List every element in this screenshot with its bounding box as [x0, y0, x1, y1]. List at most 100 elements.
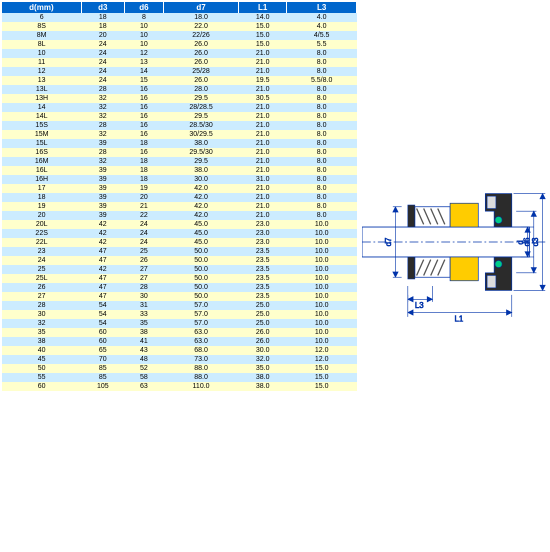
table-row: 12241425/2821.08.0: [2, 67, 357, 76]
table-cell: 10.0: [287, 310, 357, 319]
table-cell: 47: [81, 247, 124, 256]
table-cell: 39: [81, 193, 124, 202]
table-cell: 39: [81, 166, 124, 175]
table-cell: 30.0: [239, 346, 287, 355]
table-cell: 47: [81, 256, 124, 265]
table-row: 22S422445.023.010.0: [2, 229, 357, 238]
table-cell: 65: [81, 346, 124, 355]
table-row: 15M321630/29.521.08.0: [2, 130, 357, 139]
table-cell: 73.0: [164, 355, 239, 364]
table-cell: 6: [2, 13, 81, 22]
table-cell: 15: [124, 76, 163, 85]
table-cell: 21.0: [239, 202, 287, 211]
table-cell: 8.0: [287, 202, 357, 211]
table-row: 16S281629.5/3021.08.0: [2, 148, 357, 157]
table-row: 22L422445.023.010.0: [2, 238, 357, 247]
table-cell: 39: [81, 139, 124, 148]
table-cell: 32: [81, 157, 124, 166]
table-cell: 28/28.5: [164, 103, 239, 112]
table-cell: 32.0: [239, 355, 287, 364]
table-cell: 8.0: [287, 175, 357, 184]
table-cell: 5.5/8.0: [287, 76, 357, 85]
table-cell: 21: [124, 202, 163, 211]
table-cell: 23: [2, 247, 81, 256]
table-cell: 23.5: [239, 256, 287, 265]
table-cell: 54: [81, 310, 124, 319]
table-cell: 18: [2, 193, 81, 202]
table-cell: 88.0: [164, 373, 239, 382]
table-cell: 23.5: [239, 274, 287, 283]
table-cell: 45: [2, 355, 81, 364]
table-cell: 21.0: [239, 58, 287, 67]
table-cell: 12.0: [287, 346, 357, 355]
table-cell: 25/28: [164, 67, 239, 76]
table-cell: 55: [2, 373, 81, 382]
table-cell: 39: [81, 184, 124, 193]
table-cell: 16S: [2, 148, 81, 157]
table-row: 28543157.025.010.0: [2, 301, 357, 310]
table-cell: 8.0: [287, 103, 357, 112]
table-cell: 24: [2, 256, 81, 265]
table-row: 17391942.021.08.0: [2, 184, 357, 193]
table-cell: 18: [81, 13, 124, 22]
table-cell: 25: [2, 265, 81, 274]
table-cell: 19.5: [239, 76, 287, 85]
table-cell: 15.0: [287, 373, 357, 382]
table-cell: 58: [124, 373, 163, 382]
table-cell: 12.0: [287, 355, 357, 364]
table-cell: 19: [124, 184, 163, 193]
table-cell: 26.0: [164, 58, 239, 67]
table-cell: 28: [2, 301, 81, 310]
table-cell: 24: [81, 49, 124, 58]
table-cell: 10.0: [287, 319, 357, 328]
table-cell: 8.0: [287, 49, 357, 58]
table-cell: 23.5: [239, 247, 287, 256]
table-cell: 29.5: [164, 157, 239, 166]
table-cell: 40: [2, 346, 81, 355]
table-row: 24472650.023.510.0: [2, 256, 357, 265]
table-cell: 35: [124, 319, 163, 328]
table-cell: 10.0: [287, 283, 357, 292]
table-cell: 20L: [2, 220, 81, 229]
table-row: 8M201022/2615.04/5.5: [2, 31, 357, 40]
table-cell: 42: [81, 238, 124, 247]
table-cell: 30.0: [164, 175, 239, 184]
table-cell: 10.0: [287, 274, 357, 283]
table-cell: 45.0: [164, 229, 239, 238]
table-cell: 10.0: [287, 265, 357, 274]
table-cell: 29.5: [164, 112, 239, 121]
table-cell: 16: [124, 94, 163, 103]
table-row: 15L391838.021.08.0: [2, 139, 357, 148]
table-cell: 35: [2, 328, 81, 337]
table-cell: 16: [124, 148, 163, 157]
col-header: L3: [287, 2, 357, 13]
table-cell: 10.0: [287, 301, 357, 310]
table-cell: 23.0: [239, 229, 287, 238]
table-cell: 26.0: [239, 328, 287, 337]
table-cell: 8.0: [287, 184, 357, 193]
table-row: 13L281628.021.08.0: [2, 85, 357, 94]
table-cell: 22.0: [164, 22, 239, 31]
table-cell: 47: [81, 283, 124, 292]
table-cell: 45.0: [164, 238, 239, 247]
table-row: 8L241026.015.05.5: [2, 40, 357, 49]
table-cell: 8: [124, 13, 163, 22]
table-cell: 39: [81, 211, 124, 220]
table-cell: 39: [81, 202, 124, 211]
table-cell: 29.5: [164, 94, 239, 103]
table-cell: 15.0: [287, 382, 357, 391]
table-cell: 30/29.5: [164, 130, 239, 139]
table-cell: 18.0: [164, 13, 239, 22]
table-cell: 28: [81, 148, 124, 157]
table-cell: 21.0: [239, 211, 287, 220]
table-row: 16L391838.021.08.0: [2, 166, 357, 175]
table-row: 11241326.021.08.0: [2, 58, 357, 67]
table-row: 25422750.023.510.0: [2, 265, 357, 274]
table-cell: 54: [81, 319, 124, 328]
table-cell: 16H: [2, 175, 81, 184]
table-row: 13241526.019.55.5/8.0: [2, 76, 357, 85]
table-cell: 38: [124, 328, 163, 337]
table-cell: 10.0: [287, 328, 357, 337]
table-cell: 8.0: [287, 58, 357, 67]
table-cell: 30: [124, 292, 163, 301]
